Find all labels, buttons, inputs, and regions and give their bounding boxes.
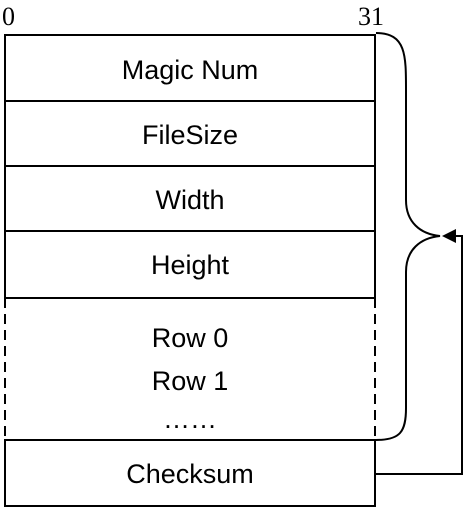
field-label-height: Height — [151, 250, 230, 280]
rows-block-line-ellipsis: …… — [163, 404, 217, 434]
field-label-magic-num: Magic Num — [122, 55, 259, 85]
field-label-filesize: FileSize — [142, 120, 238, 150]
field-label-width: Width — [155, 185, 224, 215]
checksum-arrow-head — [442, 229, 456, 243]
curly-brace — [376, 33, 440, 440]
rows-block-line-row-1: Row 1 — [152, 366, 229, 396]
bit-label-end: 31 — [358, 2, 384, 31]
rows-block-line-row-0: Row 0 — [152, 323, 229, 353]
bit-label-start: 0 — [2, 2, 15, 31]
checksum-label: Checksum — [126, 459, 254, 489]
